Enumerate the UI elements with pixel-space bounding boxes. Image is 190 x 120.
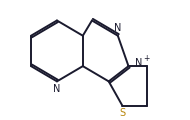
Text: N: N [114,23,122,33]
Text: N: N [135,58,143,68]
Text: +: + [144,54,150,63]
Text: S: S [119,108,125,118]
Text: N: N [53,84,61,94]
